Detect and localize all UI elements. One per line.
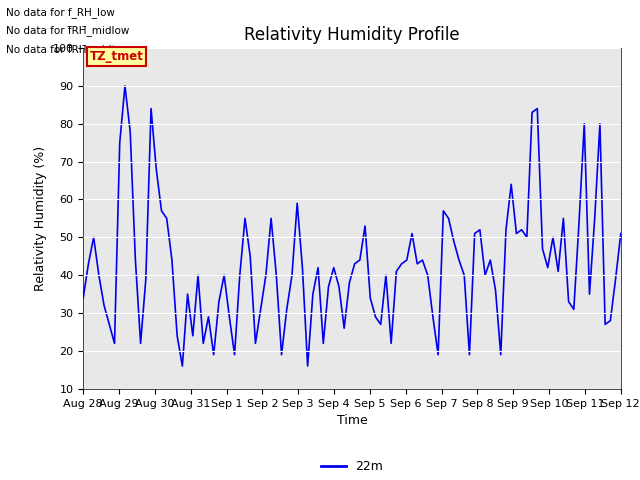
Title: Relativity Humidity Profile: Relativity Humidity Profile bbox=[244, 25, 460, 44]
Y-axis label: Relativity Humidity (%): Relativity Humidity (%) bbox=[34, 146, 47, 291]
Text: No data for f̄RH̄_midtop: No data for f̄RH̄_midtop bbox=[6, 44, 129, 55]
Text: No data for f_RH_low: No data for f_RH_low bbox=[6, 7, 115, 18]
Text: No data for f̄RH̄_midlow: No data for f̄RH̄_midlow bbox=[6, 25, 130, 36]
Text: TZ_tmet: TZ_tmet bbox=[90, 50, 143, 63]
Legend: 22m: 22m bbox=[316, 455, 388, 478]
X-axis label: Time: Time bbox=[337, 414, 367, 427]
